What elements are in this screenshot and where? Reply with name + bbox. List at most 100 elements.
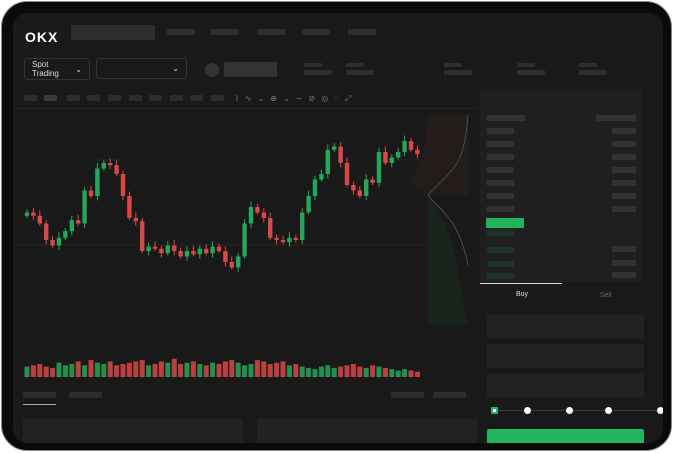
ask-price	[487, 193, 514, 199]
candle-body	[415, 149, 420, 155]
candle-body	[293, 237, 298, 240]
candle-body	[82, 190, 87, 224]
volume-bar	[395, 370, 401, 377]
leverage-step[interactable]	[566, 407, 573, 414]
app-screen: OKX Spot Trading⌄ ⌄ ⌇∿⌄⊕⌄∼⊘◎◌⤢ ▤▥▤ Buy S…	[13, 13, 663, 443]
candle-body	[114, 165, 119, 174]
volume-bar	[318, 366, 324, 377]
depth-line	[427, 114, 469, 266]
nav-item[interactable]	[211, 29, 239, 35]
leverage-step[interactable]	[491, 407, 498, 414]
coin-icon	[205, 63, 219, 77]
candle-body	[242, 223, 247, 257]
tab-buy[interactable]: Buy	[516, 291, 529, 298]
pair-select[interactable]: ⌄	[96, 58, 187, 79]
ask-amount	[612, 193, 636, 199]
volume-bar	[331, 367, 337, 377]
volume-bar	[114, 365, 120, 377]
volume-bar	[408, 370, 414, 377]
timeframe-button[interactable]	[211, 95, 224, 101]
candle-body	[204, 248, 209, 254]
candle-body	[120, 174, 126, 196]
candle-body	[306, 196, 311, 213]
volume-bar	[402, 369, 408, 377]
volume-bar	[286, 365, 292, 377]
candle-body	[127, 196, 132, 218]
total-input[interactable]	[487, 374, 644, 398]
timeframe-button[interactable]	[108, 95, 121, 101]
candle-body	[236, 256, 241, 268]
nav-item[interactable]	[167, 29, 195, 35]
timeframe-button[interactable]	[170, 95, 183, 101]
candlestick-chart[interactable]	[13, 105, 478, 395]
volume-bar	[178, 364, 184, 377]
volume-bar	[120, 364, 126, 377]
amount-input[interactable]	[487, 344, 644, 368]
candle-body	[280, 240, 286, 243]
chart-tool-icons[interactable]: ⌇∿⌄⊕⌄∼⊘◎◌⤢	[235, 94, 358, 103]
volume-bar	[190, 361, 196, 377]
active-tab-underline	[23, 404, 56, 405]
nav-item[interactable]	[302, 29, 330, 35]
timeframe-button[interactable]	[129, 95, 142, 101]
stat-value	[444, 70, 472, 75]
leverage-step[interactable]	[524, 407, 531, 414]
leverage-step[interactable]	[657, 407, 663, 414]
stat-label	[517, 63, 535, 67]
candle-body	[44, 223, 49, 240]
leverage-step[interactable]	[605, 407, 612, 414]
candle-body	[69, 220, 74, 232]
volume-bar	[254, 360, 260, 377]
candle-body	[248, 207, 254, 224]
volume-bar	[306, 367, 312, 377]
tab-open-orders[interactable]	[23, 392, 56, 398]
candle-body	[319, 174, 324, 180]
volume-bar	[75, 361, 81, 377]
bid-amount	[612, 272, 636, 278]
candle-body	[287, 237, 292, 243]
timeframe-button[interactable]	[190, 95, 203, 101]
timeframe-button[interactable]	[87, 95, 100, 101]
candle-body	[191, 251, 196, 255]
filter-button[interactable]	[391, 392, 424, 398]
volume-bar	[350, 364, 356, 377]
okx-logo: OKX	[25, 29, 59, 45]
nav-item[interactable]	[257, 29, 286, 35]
volume-bar	[376, 366, 382, 377]
ask-price	[487, 180, 514, 186]
volume-bar	[370, 365, 376, 377]
buy-button[interactable]	[487, 429, 644, 443]
candle-body	[197, 248, 202, 255]
volume-bar	[293, 364, 299, 377]
divider	[13, 108, 478, 109]
timeframe-button[interactable]	[24, 95, 37, 101]
timeframe-button[interactable]	[149, 95, 162, 101]
candle-body	[332, 146, 337, 150]
filter-button[interactable]	[433, 392, 466, 398]
timeframe-button[interactable]	[67, 95, 80, 101]
candle-body	[133, 218, 138, 222]
stat-value	[579, 70, 607, 75]
leverage-slider[interactable]	[491, 410, 659, 411]
bid-amount	[612, 260, 636, 266]
search-bar[interactable]	[71, 25, 155, 40]
last-price	[486, 218, 524, 228]
candle-body	[364, 179, 369, 196]
market-type-select[interactable]: Spot Trading ⌄	[24, 58, 90, 80]
tab-sell[interactable]: Sell	[600, 292, 612, 299]
timeframe-button[interactable]	[44, 95, 57, 101]
bid-price	[487, 247, 514, 253]
tab-order-history[interactable]	[69, 392, 102, 398]
bid-price	[487, 273, 514, 279]
price-input[interactable]	[487, 314, 644, 338]
nav-item[interactable]	[348, 29, 376, 35]
volume-bar	[242, 365, 248, 377]
ask-amount	[612, 128, 636, 134]
volume-bar	[299, 366, 305, 377]
volume-bar	[338, 366, 344, 377]
volume-bar	[414, 371, 420, 377]
candle-body	[255, 207, 260, 213]
volume-bar	[56, 362, 62, 377]
candle-body	[210, 246, 215, 254]
volume-bar	[203, 365, 209, 377]
